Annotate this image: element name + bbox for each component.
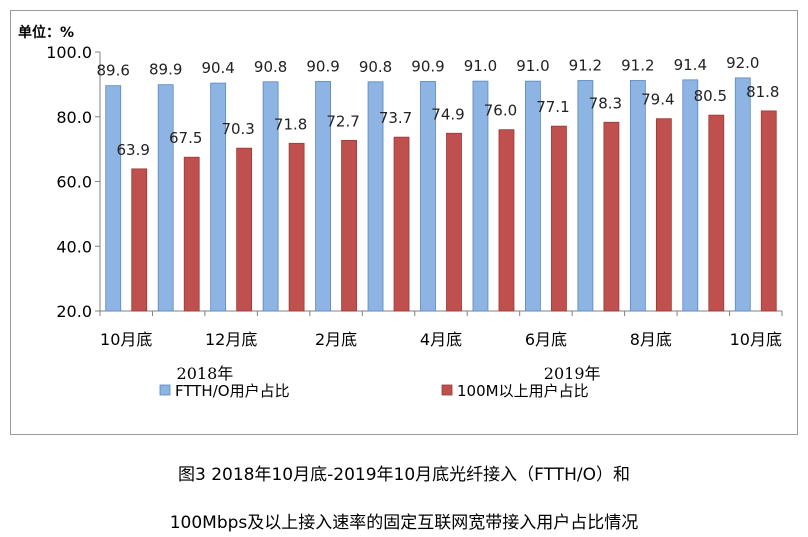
data-label-ftth-5: 90.8 (359, 58, 392, 76)
unit-label: 单位：% (18, 25, 75, 41)
bar-ftth-11 (682, 79, 699, 312)
data-label-ftth-7: 91.0 (464, 57, 497, 75)
bar-ftth-2 (210, 82, 227, 312)
data-label-ftth-9: 91.2 (569, 56, 602, 74)
data-label-ftth-11: 91.4 (674, 56, 707, 74)
legend-label-1: 100M以上用户占比 (457, 382, 589, 400)
bar-ftth-6 (420, 81, 436, 312)
data-label-100m-4: 72.7 (326, 112, 359, 130)
legend-swatch-0 (159, 384, 171, 396)
year-label: 2018年 (177, 364, 234, 383)
bar-100m-10 (655, 118, 672, 312)
bar-ftth-9 (577, 80, 594, 312)
data-label-ftth-12: 92.0 (726, 54, 759, 72)
x-tick-label: 10月底 (100, 330, 152, 349)
bar-100m-9 (603, 121, 620, 312)
bar-ftth-4 (315, 81, 331, 312)
legend-swatch-1 (441, 384, 453, 396)
bar-ftth-3 (262, 81, 279, 312)
x-tick-label: 8月底 (630, 330, 672, 349)
data-label-100m-2: 70.3 (221, 120, 254, 138)
y-tick-label: 100.0 (46, 43, 92, 62)
x-tick-label: 12月底 (205, 330, 257, 349)
bar-100m-11 (708, 114, 725, 312)
bar-100m-7 (498, 129, 515, 312)
data-label-100m-6: 74.9 (431, 105, 464, 123)
data-label-100m-9: 78.3 (589, 94, 622, 112)
data-label-100m-3: 71.8 (274, 115, 307, 133)
bar-100m-0 (131, 168, 148, 312)
data-label-ftth-1: 89.9 (149, 61, 182, 79)
figure-caption-line2: 100Mbps及以上接入速率的固定互联网宽带接入用户占比情况 (169, 513, 639, 533)
y-tick-label: 20.0 (56, 302, 92, 321)
bar-ftth-5 (367, 81, 384, 312)
bar-100m-5 (393, 136, 410, 312)
x-tick-label: 6月底 (525, 330, 567, 349)
data-label-ftth-4: 90.9 (306, 57, 339, 75)
data-label-ftth-2: 90.4 (201, 59, 234, 77)
data-label-ftth-6: 90.9 (411, 57, 444, 75)
year-label: 2019年 (544, 364, 601, 383)
bar-100m-6 (446, 132, 462, 312)
x-tick-label: 10月底 (730, 330, 782, 349)
data-label-ftth-10: 91.2 (621, 56, 654, 74)
bar-ftth-8 (525, 80, 541, 312)
y-tick-label: 80.0 (56, 108, 92, 127)
x-tick-label: 2月底 (315, 330, 357, 349)
bar-ftth-0 (105, 85, 122, 312)
bar-100m-8 (551, 125, 567, 312)
bar-100m-1 (183, 156, 200, 312)
legend-label-0: FTTH/O用户占比 (175, 382, 290, 400)
bar-ftth-7 (472, 80, 489, 312)
data-label-100m-1: 67.5 (169, 129, 202, 147)
bar-100m-2 (236, 147, 253, 312)
bar-100m-3 (288, 142, 305, 312)
bar-100m-12 (760, 110, 777, 312)
data-label-ftth-0: 89.6 (97, 62, 130, 80)
data-label-ftth-8: 91.0 (516, 57, 549, 75)
x-tick-label: 4月底 (420, 330, 462, 349)
bar-ftth-1 (157, 84, 174, 312)
bar-100m-4 (341, 139, 357, 312)
bar-ftth-12 (734, 77, 751, 312)
data-label-100m-11: 80.5 (694, 87, 727, 105)
data-label-ftth-3: 90.8 (254, 58, 287, 76)
bar-ftth-10 (629, 80, 646, 312)
data-label-100m-10: 79.4 (641, 91, 674, 109)
figure-caption-line1: 图3 2018年10月底-2019年10月底光纤接入（FTTH/O）和 (178, 465, 630, 485)
data-label-100m-7: 76.0 (484, 102, 517, 120)
y-tick-label: 60.0 (56, 173, 92, 192)
y-tick-label: 40.0 (56, 237, 92, 256)
data-label-100m-5: 73.7 (379, 109, 412, 127)
data-label-100m-8: 77.1 (536, 98, 569, 116)
data-label-100m-12: 81.8 (746, 83, 779, 101)
data-label-100m-0: 63.9 (117, 141, 150, 159)
bar-chart: 100.0 80.0 60.0 40.0 20.0 89.6 63.9 89.9 67.5 90.… (46, 43, 783, 400)
